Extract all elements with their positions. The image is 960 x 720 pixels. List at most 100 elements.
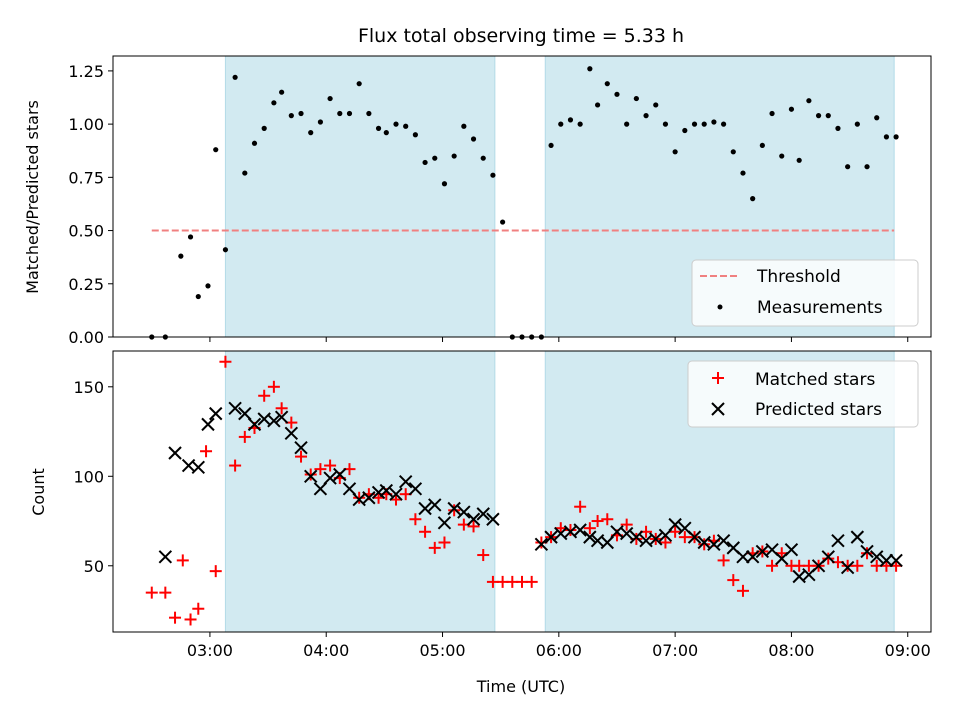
matched-star-point: [314, 463, 327, 476]
matched-star-point: [467, 520, 480, 533]
top-panel: 0.00 0.25 0.50 0.75 1.00 1.25 Matched/Predict…: [23, 55, 932, 347]
predicted-star-point: [583, 530, 597, 544]
chart-title: Flux total observing time = 5.33 h: [358, 25, 684, 47]
matched-star-point: [145, 586, 158, 599]
matched-star-point: [659, 536, 672, 549]
matched-star-point: [591, 515, 604, 528]
measurement-point: [451, 153, 457, 159]
matched-star-point: [766, 559, 779, 572]
predicted-star-point: [238, 406, 252, 421]
matched-star-point: [861, 547, 874, 560]
matched-star-point: [258, 389, 271, 402]
predicted-star-point: [323, 471, 337, 485]
bottom-axes-frame: [112, 350, 932, 633]
measurement-point: [730, 149, 736, 155]
predicted-star-point: [228, 401, 242, 415]
measurement-point: [195, 293, 201, 300]
matched-star-point: [353, 491, 366, 504]
measurement-point: [577, 121, 583, 127]
predicted-star-point: [362, 491, 376, 505]
legend-measurements-label: Measurements: [757, 298, 883, 318]
matched-star-point: [184, 613, 197, 626]
matched-star-point: [159, 586, 172, 599]
measurement-point: [672, 149, 678, 155]
predicted-star-point: [668, 517, 682, 532]
matched-star-point: [428, 541, 441, 554]
bottom-y-ticks: 50 100 150: [73, 378, 113, 576]
bottom-legend-box: [687, 360, 919, 428]
top-y-label: Matched/Predicted stars: [23, 100, 42, 294]
bottom-y-tick-label: 100: [73, 467, 104, 486]
matched-star-point: [324, 459, 337, 472]
measurement-point: [594, 102, 601, 108]
measurement-point: [769, 110, 775, 117]
matched-star-point: [620, 518, 633, 531]
measurement-point: [205, 283, 211, 289]
measurement-point: [261, 125, 267, 131]
measurement-point: [558, 121, 564, 127]
measurement-point: [682, 127, 688, 134]
predicted-star-point: [716, 534, 731, 548]
matched-star-point: [304, 468, 317, 481]
measurement-point: [470, 136, 477, 142]
measurement-point: [691, 121, 698, 127]
bottom-x-tick-label: 07:00: [652, 641, 698, 660]
predicted-star-point: [879, 553, 894, 568]
measurement-point: [883, 134, 890, 140]
bottom-x-tick-label: 04:00: [303, 641, 349, 660]
predicted-star-point: [284, 426, 299, 441]
predicted-star-point: [534, 537, 549, 552]
measurement-point: [633, 95, 639, 102]
predicted-star-point: [821, 550, 835, 564]
predicted-star-point: [658, 528, 673, 543]
predicted-star-point: [600, 535, 614, 550]
predicted-star-point: [889, 553, 903, 568]
measurement-point: [383, 130, 389, 136]
measurement-point: [222, 247, 229, 253]
measurement-point: [806, 98, 812, 104]
predicted-star-point: [304, 469, 318, 483]
measurement-point: [187, 234, 194, 240]
measurement-point: [337, 110, 343, 117]
measurement-point: [178, 253, 184, 259]
matched-star-point: [822, 552, 835, 565]
predicted-star-point: [408, 482, 423, 496]
predicted-star-point: [158, 550, 173, 564]
matched-star-point: [267, 380, 280, 393]
predicted-star-point: [784, 542, 799, 557]
measurement-point: [422, 159, 428, 166]
legend-measurements-swatch: [717, 304, 723, 310]
predicted-star-point: [333, 467, 347, 482]
measurement-point: [624, 121, 630, 127]
measurement-point: [271, 100, 277, 106]
matched-star-point: [295, 450, 308, 463]
bottom-x-tick-label: 06:00: [536, 641, 582, 660]
measurement-point: [412, 132, 418, 138]
measurement-point: [653, 102, 659, 108]
bottom-y-label: Count: [29, 468, 48, 516]
measurement-point: [796, 157, 802, 163]
measurement-point: [854, 121, 860, 127]
measurement-point: [643, 113, 649, 119]
matched-star-point: [275, 402, 288, 415]
predicted-star-point: [267, 414, 281, 428]
matched-star-point: [717, 554, 730, 567]
measurement-point: [213, 147, 219, 153]
predicted-star-point: [274, 410, 289, 424]
measurement-point: [327, 95, 333, 102]
matched-star-point: [601, 513, 614, 526]
bottom-y-tick-label: 50: [84, 557, 104, 576]
matched-star-point: [238, 430, 251, 443]
top-x-ticks: [209, 337, 909, 342]
predicted-star-point: [342, 482, 357, 496]
measurement-point: [356, 81, 362, 87]
predicted-star-point: [313, 482, 328, 496]
measurement-point: [279, 89, 285, 95]
top-y-tick-label: 1.25: [68, 62, 104, 81]
predicted-star-point: [437, 516, 452, 530]
measurement-point: [825, 113, 831, 119]
measurement-point: [403, 123, 409, 129]
measurement-point: [740, 170, 746, 176]
measurement-point: [864, 164, 870, 170]
measurement-point: [701, 121, 707, 127]
